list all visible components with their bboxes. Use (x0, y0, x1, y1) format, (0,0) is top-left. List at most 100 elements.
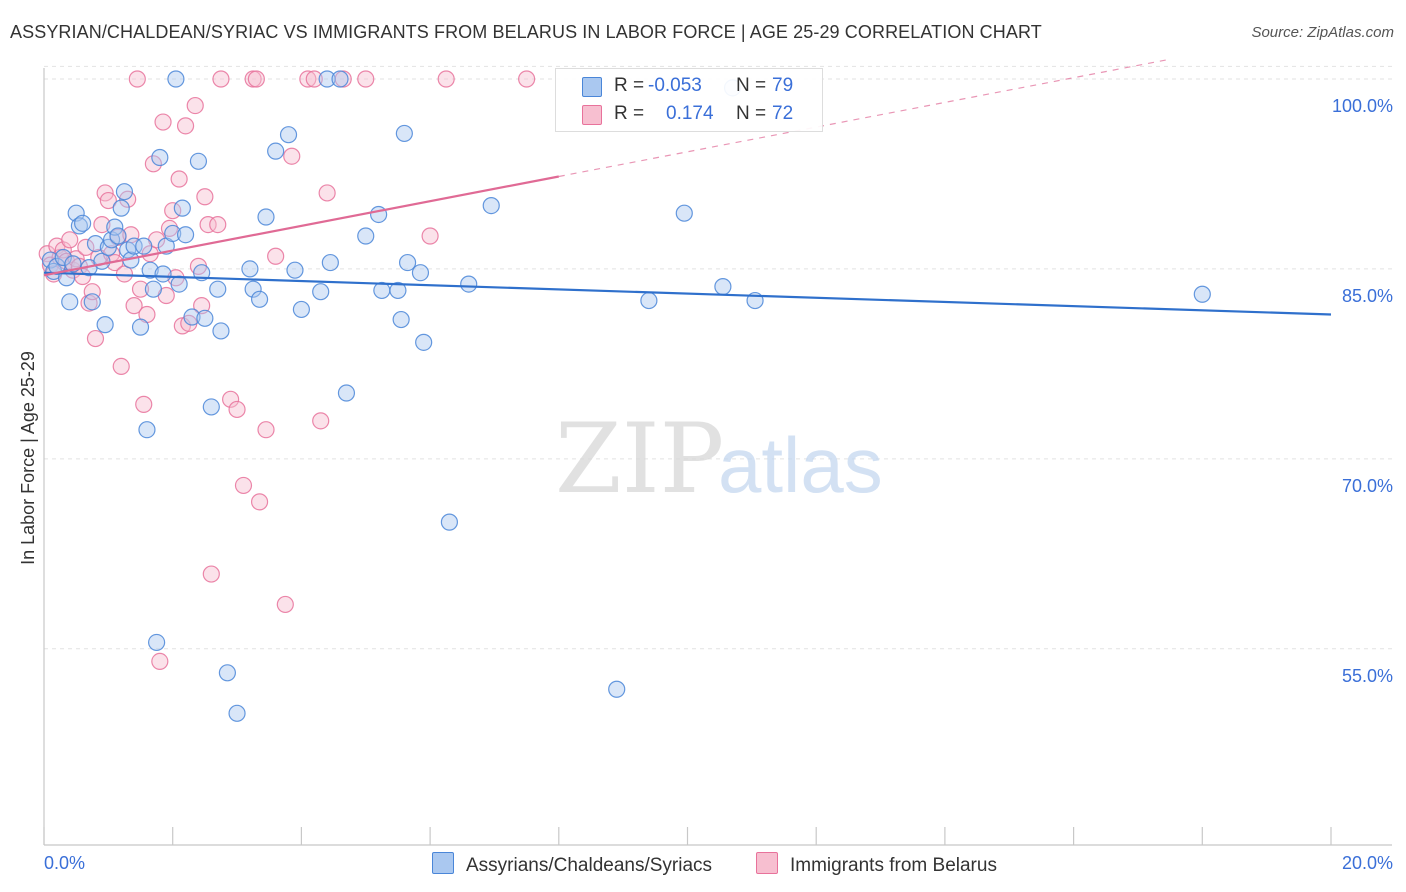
r-label: R = (614, 75, 645, 96)
y-tick-label: 100.0% (1332, 96, 1393, 116)
point-assyrian (131, 318, 150, 336)
point-belarus (170, 170, 188, 188)
r-value: 0.174 (666, 103, 714, 124)
point-assyrian (96, 316, 114, 334)
point-assyrian (115, 183, 134, 201)
point-assyrian (202, 398, 220, 416)
point-belarus (437, 70, 455, 88)
point-assyrian (415, 333, 433, 351)
point-belarus (186, 96, 204, 115)
point-assyrian (54, 248, 72, 267)
point-belarus (267, 247, 285, 265)
point-assyrian (244, 280, 262, 298)
point-assyrian (640, 291, 658, 310)
legend: Assyrians/Chaldeans/Syriacs Immigrants f… (0, 852, 1406, 878)
watermark-atlas: atlas (718, 421, 883, 509)
legend-item-assyrians[interactable]: Assyrians/Chaldeans/Syriacs (432, 852, 712, 877)
point-assyrian (148, 633, 166, 652)
point-assyrian (154, 265, 172, 283)
point-assyrian (1193, 285, 1211, 303)
chart-title: ASSYRIAN/CHALDEAN/SYRIAC VS IMMIGRANTS F… (10, 22, 1042, 42)
point-assyrian (141, 261, 159, 279)
point-assyrian (398, 253, 417, 272)
y-tick-label: 55.0% (1342, 666, 1393, 686)
point-assyrian (241, 260, 259, 278)
point-assyrian (250, 290, 269, 308)
point-belarus (250, 493, 269, 511)
watermark: ZIP atlas (555, 403, 883, 515)
point-assyrian (189, 152, 208, 170)
y-tick-label: 70.0% (1342, 476, 1393, 496)
n-value: 79 (772, 75, 794, 96)
point-belarus (151, 652, 169, 671)
point-belarus (234, 476, 253, 495)
point-assyrian (83, 293, 101, 311)
point-assyrian (440, 513, 459, 531)
point-assyrian (411, 264, 430, 282)
point-assyrian (151, 148, 169, 167)
legend-label: Immigrants from Belarus (790, 855, 997, 876)
point-assyrian (331, 70, 349, 88)
blue-swatch (582, 77, 602, 97)
point-belarus (257, 421, 275, 439)
point-assyrian (392, 310, 410, 329)
point-belarus (247, 70, 265, 88)
legend-item-belarus[interactable]: Immigrants from Belarus (756, 852, 997, 877)
point-belarus (83, 283, 101, 301)
point-belarus (154, 113, 172, 131)
point-assyrian (173, 199, 191, 217)
point-belarus (318, 184, 336, 202)
point-assyrian (228, 704, 246, 722)
point-assyrian (138, 421, 156, 439)
grid-layer (44, 65, 1392, 650)
point-belarus (209, 215, 227, 234)
point-assyrian (176, 226, 195, 244)
point-belarus (199, 215, 217, 234)
point-assyrian (170, 275, 188, 293)
point-assyrian (209, 280, 227, 298)
point-belarus (518, 70, 536, 88)
x-tick-label: 20.0% (1342, 853, 1393, 873)
r-label: R = (614, 103, 645, 124)
y-axis-label: In Labor Force | Age 25-29 (18, 351, 38, 565)
point-belarus (125, 297, 143, 315)
point-assyrian (70, 217, 88, 235)
n-label: N = (736, 75, 767, 96)
point-belarus (160, 219, 179, 237)
point-belarus (222, 390, 240, 408)
n-label: N = (736, 103, 767, 124)
point-belarus (135, 395, 153, 413)
point-assyrian (144, 280, 162, 298)
point-assyrian (183, 308, 201, 326)
trend-layer (43, 59, 1332, 316)
legend-swatch-blue (432, 852, 454, 874)
point-assyrian (67, 204, 85, 222)
point-belarus (112, 357, 130, 376)
point-belarus (196, 188, 214, 206)
point-assyrian (312, 283, 330, 301)
point-belarus (421, 227, 439, 245)
point-belarus (77, 238, 95, 256)
point-assyrian (112, 199, 130, 217)
point-belarus (283, 147, 301, 165)
point-assyrian (74, 214, 92, 232)
point-belarus (212, 70, 230, 88)
point-belarus (128, 70, 146, 88)
point-assyrian (460, 275, 478, 293)
watermark-zip: ZIP (555, 403, 724, 515)
point-assyrian (321, 253, 339, 272)
stats-row-pink: R = 0.174 N = 72 (556, 101, 822, 129)
point-belarus (86, 329, 105, 348)
axis-layer: 55.0% 70.0% 85.0% 100.0% 0.0% 20.0% (43, 68, 1393, 873)
point-assyrian (292, 300, 310, 319)
point-assyrian (135, 237, 153, 255)
point-belarus (193, 297, 211, 315)
stats-row-blue: R = -0.053 N = 79 (556, 73, 822, 101)
y-tick-label: 85.0% (1342, 286, 1393, 306)
pink-swatch (582, 105, 602, 125)
point-assyrian (608, 680, 626, 698)
point-belarus (276, 595, 294, 614)
point-assyrian (218, 664, 236, 682)
legend-label: Assyrians/Chaldeans/Syriacs (466, 855, 713, 876)
